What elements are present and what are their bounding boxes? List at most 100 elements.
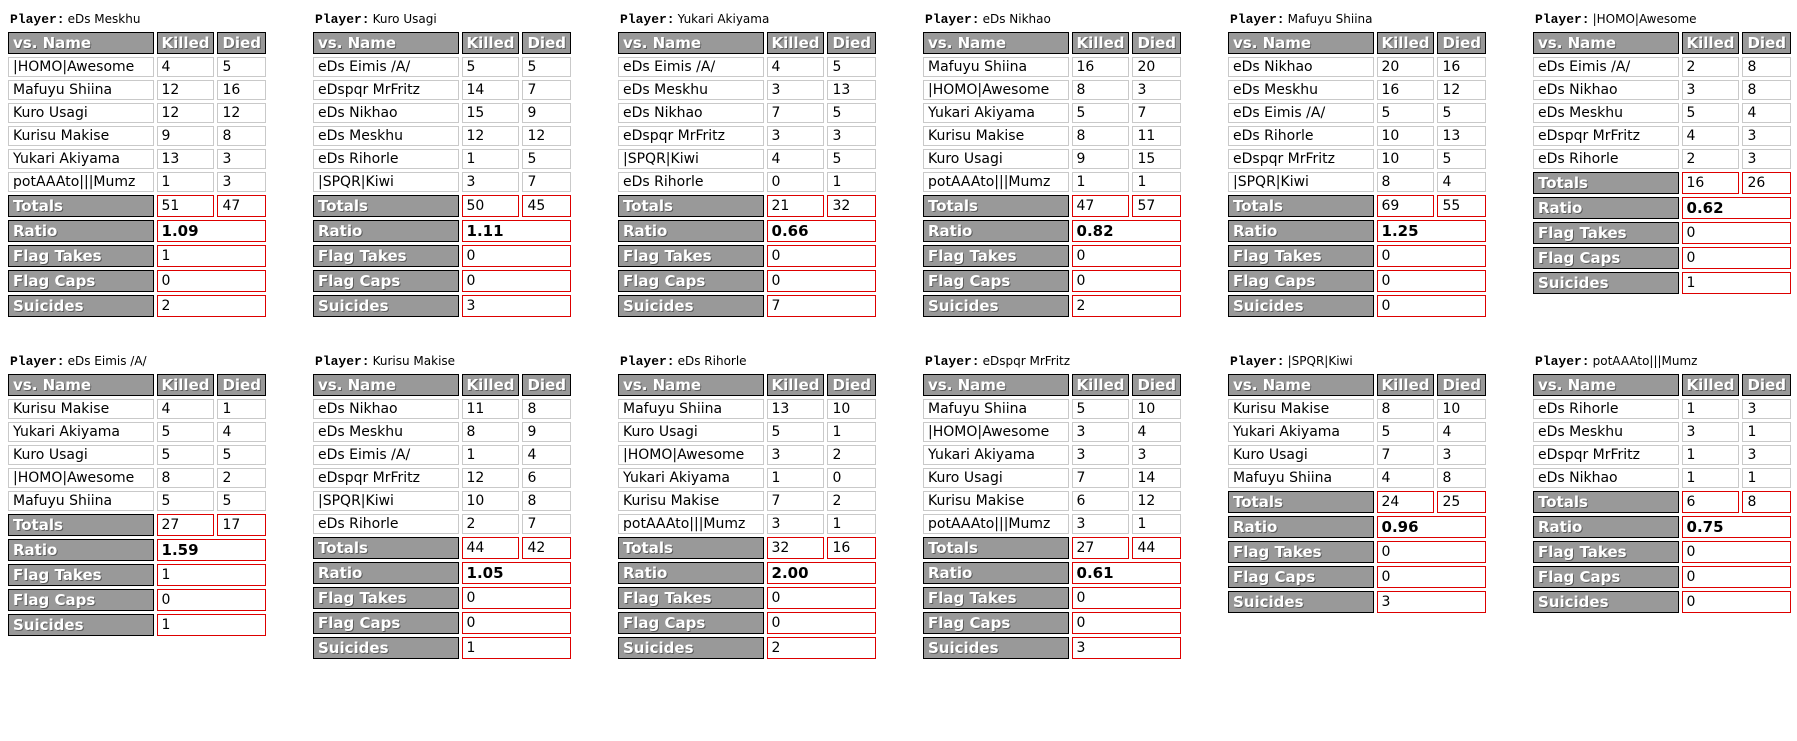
opponent-name-cell: eDs Eimis /A/ xyxy=(313,57,459,77)
died-count-cell: 3 xyxy=(1742,399,1791,419)
suicides-label: Suicides xyxy=(923,637,1069,659)
flag-caps-label: Flag Caps xyxy=(618,270,764,292)
player-label: Player: xyxy=(620,12,675,27)
opponent-name-cell: Kuro Usagi xyxy=(8,445,154,465)
killed-count-cell: 3 xyxy=(766,80,825,100)
totals-died-cell: 32 xyxy=(827,195,876,217)
player-name: eDs Meskhu xyxy=(67,12,141,26)
died-count-cell: 11 xyxy=(1132,126,1181,146)
player-name: Yukari Akiyama xyxy=(677,12,770,26)
flag-takes-label: Flag Takes xyxy=(618,587,764,609)
player-caption: Player: potAAAto|||Mumz xyxy=(1535,350,1794,369)
flag-takes-row: Flag Takes 0 xyxy=(618,587,876,609)
ratio-value-cell: 1.25 xyxy=(1376,220,1486,242)
player-label: Player: xyxy=(620,354,675,369)
player-name: Kurisu Makise xyxy=(372,354,456,368)
killed-count-cell: 3 xyxy=(1071,445,1130,465)
ratio-label: Ratio xyxy=(1228,220,1374,242)
player-label: Player: xyxy=(10,12,65,27)
ratio-value-cell: 0.66 xyxy=(766,220,876,242)
ratio-row: Ratio 1.25 xyxy=(1228,220,1486,242)
opponent-name-cell: eDs Rihorle xyxy=(1228,126,1374,146)
opponent-name-cell: eDs Meskhu xyxy=(1533,103,1679,123)
ratio-row: Ratio 0.62 xyxy=(1533,197,1791,219)
killed-count-cell: 7 xyxy=(1376,445,1435,465)
ratio-label: Ratio xyxy=(618,562,764,584)
killed-column-header: Killed xyxy=(1681,374,1740,396)
ratio-label: Ratio xyxy=(313,562,459,584)
killed-column-header: Killed xyxy=(1071,32,1130,54)
totals-killed-cell: 24 xyxy=(1376,491,1435,513)
vs-name-column-header: vs. Name xyxy=(8,374,154,396)
flag-caps-label: Flag Caps xyxy=(313,270,459,292)
flag-takes-value-cell: 0 xyxy=(1071,587,1181,609)
suicides-row: Suicides 3 xyxy=(1228,591,1486,613)
flag-takes-value-cell: 0 xyxy=(461,587,571,609)
killed-column-header: Killed xyxy=(1376,32,1435,54)
totals-died-cell: 55 xyxy=(1437,195,1486,217)
flag-takes-label: Flag Takes xyxy=(618,245,764,267)
killed-column-header: Killed xyxy=(766,374,825,396)
player-name: eDs Nikhao xyxy=(982,12,1051,26)
opponent-row: Mafuyu Shiina 12 16 xyxy=(8,80,266,100)
killed-count-cell: 3 xyxy=(461,172,520,192)
killed-column-header: Killed xyxy=(1376,374,1435,396)
suicides-value-cell: 2 xyxy=(1071,295,1181,317)
died-count-cell: 1 xyxy=(1132,172,1181,192)
ratio-label: Ratio xyxy=(8,539,154,561)
player-caption: Player: eDs Nikhao xyxy=(925,8,1184,27)
opponent-row: Mafuyu Shiina 16 20 xyxy=(923,57,1181,77)
flag-caps-label: Flag Caps xyxy=(923,612,1069,634)
opponent-row: |HOMO|Awesome 4 5 xyxy=(8,57,266,77)
flag-caps-value-cell: 0 xyxy=(1681,247,1791,269)
suicides-value-cell: 1 xyxy=(156,614,266,636)
header-row: vs. Name Killed Died xyxy=(1228,32,1486,54)
killed-count-cell: 0 xyxy=(766,172,825,192)
killed-column-header: Killed xyxy=(1681,32,1740,54)
vs-name-column-header: vs. Name xyxy=(923,374,1069,396)
opponent-row: Mafuyu Shiina 5 5 xyxy=(8,491,266,511)
killed-count-cell: 10 xyxy=(1376,149,1435,169)
opponent-name-cell: eDs Meskhu xyxy=(1533,422,1679,442)
totals-died-cell: 25 xyxy=(1437,491,1486,513)
ratio-value-cell: 0.96 xyxy=(1376,516,1486,538)
died-count-cell: 3 xyxy=(1132,445,1181,465)
flag-caps-row: Flag Caps 0 xyxy=(1228,566,1486,588)
killed-count-cell: 1 xyxy=(1071,172,1130,192)
killed-count-cell: 16 xyxy=(1071,57,1130,77)
died-column-header: Died xyxy=(1742,32,1791,54)
stats-table: vs. Name Killed Died eDs Nikhao 11 8 eDs Me… xyxy=(310,371,574,662)
killed-count-cell: 3 xyxy=(1681,80,1740,100)
killed-count-cell: 15 xyxy=(461,103,520,123)
flag-caps-row: Flag Caps 0 xyxy=(1228,270,1486,292)
player-name: eDspqr MrFritz xyxy=(982,354,1071,368)
suicides-value-cell: 3 xyxy=(461,295,571,317)
opponent-row: eDs Meskhu 12 12 xyxy=(313,126,571,146)
flag-takes-value-cell: 0 xyxy=(766,245,876,267)
opponent-name-cell: Kuro Usagi xyxy=(618,422,764,442)
flag-caps-row: Flag Caps 0 xyxy=(618,270,876,292)
opponent-name-cell: eDs Nikhao xyxy=(313,399,459,419)
flag-takes-row: Flag Takes 0 xyxy=(313,245,571,267)
died-count-cell: 10 xyxy=(1132,399,1181,419)
opponent-name-cell: potAAAto|||Mumz xyxy=(923,514,1069,534)
flag-takes-row: Flag Takes 0 xyxy=(923,587,1181,609)
flag-takes-label: Flag Takes xyxy=(1228,541,1374,563)
flag-caps-row: Flag Caps 0 xyxy=(618,612,876,634)
killed-count-cell: 5 xyxy=(1071,103,1130,123)
killed-count-cell: 3 xyxy=(1681,422,1740,442)
ratio-label: Ratio xyxy=(1533,197,1679,219)
totals-killed-cell: 27 xyxy=(156,514,215,536)
killed-count-cell: 5 xyxy=(1376,103,1435,123)
flag-takes-label: Flag Takes xyxy=(313,587,459,609)
died-count-cell: 5 xyxy=(827,57,876,77)
died-count-cell: 12 xyxy=(217,103,266,123)
totals-label: Totals xyxy=(618,195,764,217)
flag-takes-value-cell: 0 xyxy=(1681,541,1791,563)
died-count-cell: 8 xyxy=(522,399,571,419)
died-count-cell: 1 xyxy=(827,172,876,192)
opponent-row: potAAAto|||Mumz 3 1 xyxy=(923,514,1181,534)
flag-takes-row: Flag Takes 0 xyxy=(1228,541,1486,563)
killed-count-cell: 1 xyxy=(1681,399,1740,419)
opponent-row: eDs Rihorle 10 13 xyxy=(1228,126,1486,146)
